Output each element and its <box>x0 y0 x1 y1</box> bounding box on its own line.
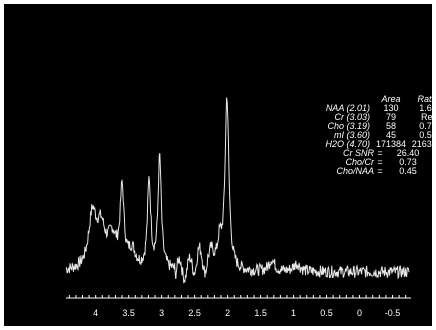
metabolite-area: 171384 <box>375 139 407 149</box>
stat-name: Cr SNR <box>343 148 374 158</box>
equals-sign: = <box>377 157 383 167</box>
metabolite-name: Cr (3.03) <box>334 112 370 122</box>
stat-name: Cho/NAA <box>336 166 374 176</box>
stat-name: Cho/Cr <box>345 157 374 167</box>
spectrum-plot: 4 3.5 3 2.5 2 1.5 1 0.5 0 -0.5 <box>65 97 411 318</box>
stat-value: 0.45 <box>399 166 417 176</box>
equals-sign: = <box>377 166 383 176</box>
metabolite-ratio: Ref <box>420 112 435 122</box>
tick-label: 2 <box>225 308 230 318</box>
metabolite-area: 130 <box>383 103 399 113</box>
tick-label: 4 <box>93 308 98 318</box>
metabolite-name: NAA (2.01) <box>325 103 370 113</box>
metabolite-name: Cho (3.19) <box>327 121 370 131</box>
area-header: Area <box>381 94 401 104</box>
metabolite-ratio: 0.73 <box>419 121 436 131</box>
tick-label: 0.5 <box>320 308 333 318</box>
stat-value: 0.73 <box>399 157 417 167</box>
tick-label: 1.5 <box>254 308 267 318</box>
stat-value: 26.40 <box>396 148 420 158</box>
ppm-axis: 4 3.5 3 2.5 2 1.5 1 0.5 0 -0.5 <box>66 295 411 318</box>
tick-label: 2.5 <box>188 308 201 318</box>
metabolite-name: H2O (4.70) <box>325 139 370 149</box>
metabolite-name: mI (3.60) <box>333 130 370 140</box>
metabolite-area: 58 <box>385 121 396 131</box>
metabolite-area: 45 <box>385 130 396 140</box>
metabolite-ratio: 0.56 <box>419 130 436 140</box>
spectrum-trace <box>65 97 410 284</box>
tick-label: 3 <box>159 308 164 318</box>
ratio-header: Ratio <box>417 94 436 104</box>
spectrum-panel: 4 3.5 3 2.5 2 1.5 1 0.5 0 -0.5 Area Ratio NAA (2.… <box>4 4 436 326</box>
tick-label: 3.5 <box>122 308 135 318</box>
spectrum-trace-group <box>65 97 410 284</box>
equals-sign: = <box>377 148 383 158</box>
tick-label: 1 <box>291 308 296 318</box>
metabolite-area: 79 <box>385 112 396 122</box>
tick-label: -0.5 <box>385 308 401 318</box>
metabolite-ratio: 1.65 <box>419 103 436 113</box>
tick-label: 0 <box>357 308 362 318</box>
metabolite-ratio: 2163.85 <box>411 139 436 149</box>
